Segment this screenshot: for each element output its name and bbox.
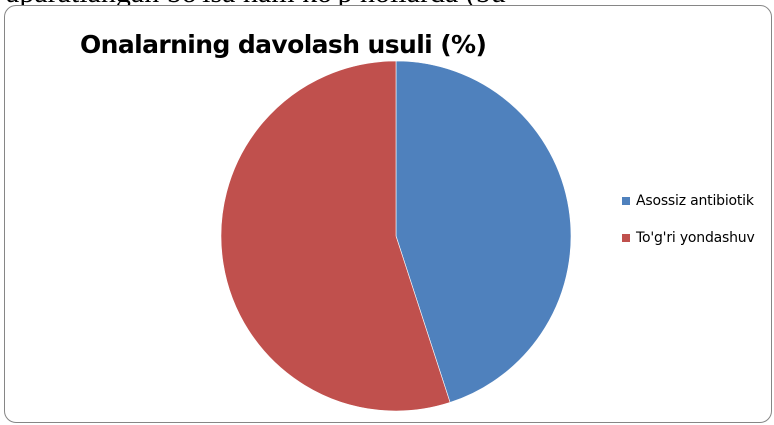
legend-item: To'g'ri yondashuv [622,227,755,249]
pie-slice-to-g-ri-yondashuv [220,60,451,412]
legend-item: Asossiz antibiotik [622,190,755,212]
legend-label: To'g'ri yondashuv [636,230,755,246]
legend-label: Asossiz antibiotik [636,193,754,209]
legend-swatch [622,197,630,205]
page-text-fragment: aparatlangan bo'lsa ham ko'p hollarda (b… [0,0,774,12]
chart-title: Onalarning davolash usuli (%) [80,30,487,59]
chart-legend: Asossiz antibiotik To'g'ri yondashuv [622,190,755,264]
pie-slice-asossiz-antibiotik [395,60,572,403]
page-text: aparatlangan bo'lsa ham ko'p hollarda (b… [6,0,506,10]
legend-swatch [622,234,630,242]
